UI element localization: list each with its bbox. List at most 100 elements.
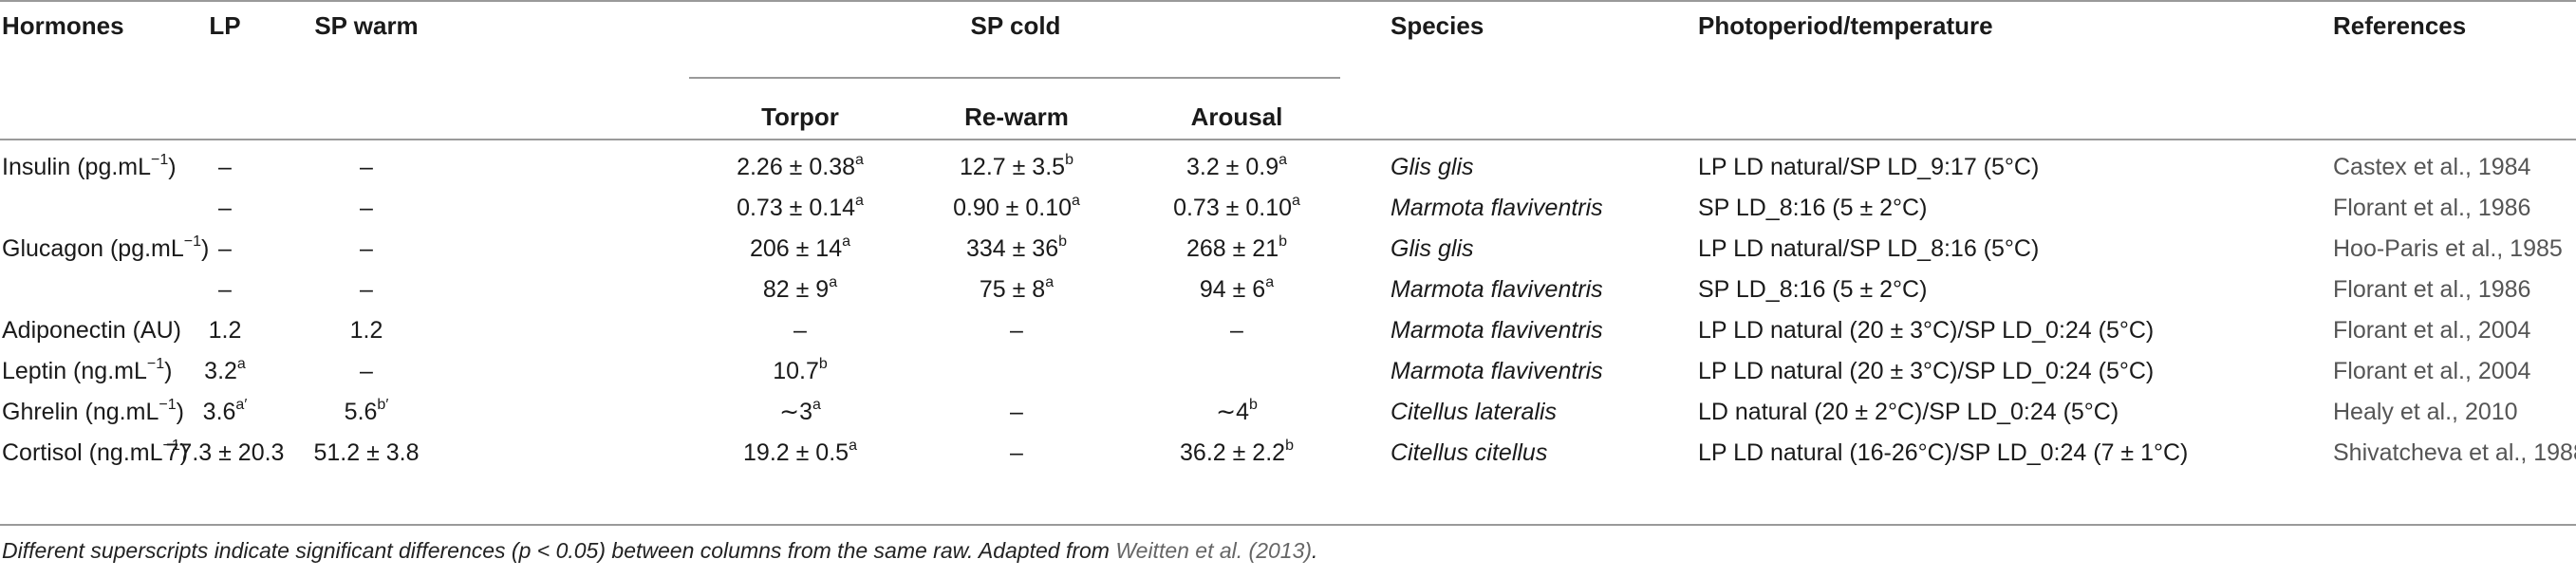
reference-cell[interactable]: Florant et al., 2004 — [2333, 316, 2530, 345]
sp-warm-cell-value: – — [360, 235, 373, 262]
reference-cell-value: Shivatcheva et al., 1988 — [2333, 439, 2576, 466]
arousal-cell-superscript: b — [1279, 233, 1288, 250]
reference-cell[interactable]: Healy et al., 2010 — [2333, 398, 2518, 426]
photoperiod-cell: LP LD natural/SP LD_9:17 (5°C) — [1698, 153, 2039, 181]
header-sp-warm: SP warm — [314, 11, 419, 40]
reference-cell-value: Florant et al., 2004 — [2333, 317, 2531, 344]
arousal-cell-value: ∼4 — [1216, 399, 1249, 425]
arousal-cell-superscript: a — [1292, 192, 1300, 209]
torpor-cell: – — [793, 316, 807, 345]
hormone-cell-value: Cortisol (ng.mL — [2, 439, 163, 466]
torpor-cell-superscript: a — [812, 396, 821, 413]
hormone-cell-value: Leptin (ng.mL — [2, 358, 147, 384]
sp-warm-cell-value: – — [360, 154, 373, 180]
species-cell-value: Glis glis — [1391, 154, 1474, 180]
hormone-unit-close: ) — [168, 154, 177, 180]
reference-cell-value: Hoo-Paris et al., 1985 — [2333, 235, 2563, 262]
hormone-cell-value: Insulin (pg.mL — [2, 154, 152, 180]
arousal-cell: 36.2 ± 2.2b — [1180, 438, 1294, 467]
footnote-text-before: Different superscripts indicate signific… — [2, 538, 519, 563]
torpor-cell-value: 0.73 ± 0.14 — [737, 195, 856, 221]
header-species: Species — [1391, 11, 1484, 40]
species-cell: Marmota flaviventris — [1391, 194, 1603, 222]
species-cell: Marmota flaviventris — [1391, 316, 1603, 345]
photoperiod-cell-value: SP LD_8:16 (5 ± 2°C) — [1698, 276, 1928, 303]
hormone-cell-superscript: −1 — [162, 437, 180, 454]
species-cell-value: Marmota flaviventris — [1391, 317, 1603, 344]
sp-warm-cell-value: – — [360, 358, 373, 384]
lp-cell-value: 3.6 — [202, 399, 236, 425]
reference-cell-value: Healy et al., 2010 — [2333, 399, 2518, 425]
lp-cell-value: 77.3 ± 20.3 — [165, 439, 285, 466]
lp-cell: – — [218, 153, 232, 181]
torpor-cell: 10.7b — [773, 355, 828, 385]
hormone-cell-superscript: −1 — [151, 151, 169, 168]
footnote-text-after: . — [1312, 538, 1318, 563]
photoperiod-cell: SP LD_8:16 (5 ± 2°C) — [1698, 275, 1927, 304]
rewarm-cell-value: 75 ± 8 — [979, 276, 1046, 303]
torpor-cell: 0.73 ± 0.14a — [737, 192, 864, 222]
sp-warm-cell-value: 1.2 — [349, 317, 383, 344]
species-cell: Citellus lateralis — [1391, 398, 1557, 426]
hormone-cell: Leptin (ng.mL−1) — [2, 355, 172, 385]
footnote-text-mid: < 0.05) between columns from the same ra… — [531, 538, 1116, 563]
lp-cell-value: 1.2 — [208, 317, 242, 344]
torpor-cell-superscript: a — [855, 192, 864, 209]
sp-warm-cell-value: – — [360, 195, 373, 221]
hormone-cell: Cortisol (ng.mL−1) — [2, 438, 188, 467]
torpor-cell-value: 82 ± 9 — [762, 276, 830, 303]
species-cell: Citellus citellus — [1391, 438, 1547, 467]
species-cell: Marmota flaviventris — [1391, 275, 1603, 304]
header-sp-cold: SP cold — [970, 11, 1061, 40]
arousal-cell-value: 36.2 ± 2.2 — [1180, 439, 1286, 466]
hormone-unit-close: ) — [179, 439, 189, 466]
lp-cell: – — [218, 275, 232, 304]
arousal-cell-superscript: b — [1285, 437, 1294, 454]
torpor-cell-superscript: b — [818, 355, 828, 372]
reference-cell[interactable]: Florant et al., 1986 — [2333, 275, 2530, 304]
photoperiod-cell-value: LP LD natural (20 ± 3°C)/SP LD_0:24 (5°C… — [1698, 317, 2155, 344]
arousal-cell-value: 3.2 ± 0.9 — [1185, 154, 1279, 180]
arousal-cell: 268 ± 21b — [1186, 233, 1288, 263]
sp-warm-cell-value: 5.6 — [344, 399, 378, 425]
footnote-link[interactable]: Weitten et al. (2013) — [1115, 538, 1313, 563]
photoperiod-cell: LD natural (20 ± 2°C)/SP LD_0:24 (5°C) — [1698, 398, 2119, 426]
bottom-rule — [0, 524, 2576, 526]
arousal-cell: 94 ± 6a — [1200, 274, 1274, 304]
torpor-cell-value: – — [793, 317, 807, 344]
hormone-cell-value: Adiponectin (AU) — [2, 317, 181, 344]
torpor-cell-value: 2.26 ± 0.38 — [737, 154, 856, 180]
species-cell-value: Citellus citellus — [1391, 439, 1548, 466]
reference-cell[interactable]: Florant et al., 2004 — [2333, 357, 2530, 385]
arousal-cell: – — [1230, 316, 1243, 345]
rewarm-cell-superscript: a — [1045, 273, 1055, 290]
rewarm-cell-value: – — [1010, 439, 1023, 466]
lp-cell-value: – — [218, 154, 232, 180]
rewarm-cell-superscript: b — [1065, 151, 1073, 168]
lp-cell: 77.3 ± 20.3 — [166, 438, 285, 467]
reference-cell[interactable]: Shivatcheva et al., 1988 — [2333, 438, 2576, 467]
arousal-cell: 0.73 ± 0.10a — [1173, 192, 1300, 222]
sp-warm-cell-superscript: b′ — [377, 396, 389, 413]
hormone-cell: Adiponectin (AU) — [2, 316, 181, 345]
torpor-cell: 19.2 ± 0.5a — [743, 438, 857, 467]
lp-cell-value: 3.2 — [204, 358, 237, 384]
hormone-cell-superscript: −1 — [159, 396, 177, 413]
rewarm-cell: – — [1010, 398, 1023, 426]
header-hormones: Hormones — [2, 11, 124, 40]
rewarm-cell-value: 0.90 ± 0.10 — [953, 195, 1073, 221]
lp-cell: 3.2a — [204, 356, 246, 385]
rewarm-cell-value: – — [1010, 317, 1023, 344]
sp-warm-cell-value: 51.2 ± 3.8 — [313, 439, 420, 466]
arousal-cell-superscript: b — [1248, 396, 1258, 413]
reference-cell[interactable]: Hoo-Paris et al., 1985 — [2333, 234, 2563, 263]
sp-warm-cell: 1.2 — [350, 316, 383, 345]
lp-cell-value: – — [218, 195, 232, 221]
torpor-cell-value: 206 ± 14 — [749, 235, 843, 262]
reference-cell[interactable]: Castex et al., 1984 — [2333, 153, 2530, 181]
reference-cell[interactable]: Florant et al., 1986 — [2333, 194, 2530, 222]
hormone-cell-superscript: −1 — [146, 355, 165, 372]
torpor-cell-superscript: a — [842, 233, 851, 250]
hormone-cell-value: Ghrelin (ng.mL — [2, 399, 159, 425]
rewarm-cell-value: 12.7 ± 3.5 — [960, 154, 1066, 180]
